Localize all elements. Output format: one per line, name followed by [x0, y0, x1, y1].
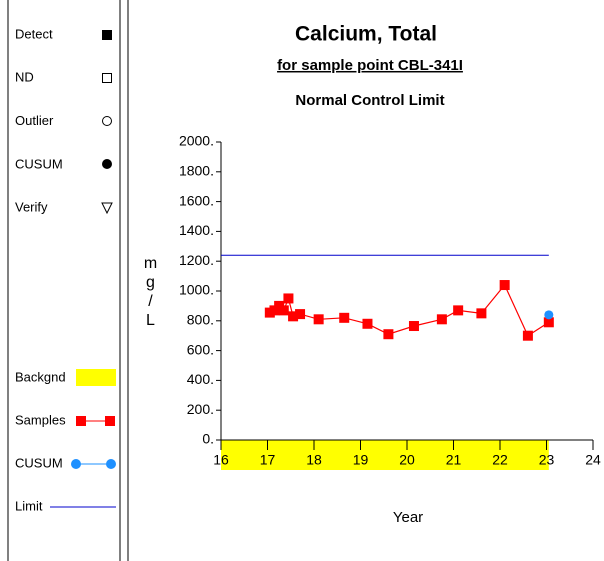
y-tick-label: 600.: [187, 341, 214, 357]
x-tick-label: 22: [492, 452, 508, 468]
chart-title: Calcium, Total: [295, 23, 437, 46]
verify-symbol: [101, 202, 113, 215]
sample-point: [278, 305, 289, 316]
sample-point: [408, 321, 419, 332]
cusum-swatch: [106, 459, 116, 469]
x-tick-label: 18: [306, 452, 322, 468]
background-band: [221, 440, 549, 470]
y-tick-label: 1200.: [179, 252, 214, 268]
sample-point: [362, 318, 373, 329]
samples-swatch: [105, 416, 115, 426]
y-tick-label: 1800.: [179, 163, 214, 179]
y-tick-label: 2000.: [179, 133, 214, 149]
samples-swatch: [76, 416, 86, 426]
x-tick-label: 21: [446, 452, 462, 468]
nd-symbol: [102, 73, 112, 83]
sample-point: [313, 314, 324, 325]
legend-label: CUSUM: [15, 156, 63, 171]
y-tick-label: 1000.: [179, 282, 214, 298]
sample-point: [295, 309, 306, 320]
chart-subtitle: for sample point CBL-341I: [277, 57, 463, 74]
legend-label: Verify: [15, 200, 48, 215]
y-tick-label: 800.: [187, 312, 214, 328]
legend-label: Samples: [15, 412, 66, 427]
x-axis-label: Year: [393, 509, 423, 526]
y-tick-label: 1600.: [179, 192, 214, 208]
legend-label: CUSUM: [15, 455, 63, 470]
x-tick-label: 19: [353, 452, 369, 468]
sample-point: [543, 317, 554, 328]
detect-symbol: [102, 30, 112, 40]
cusum-point: [544, 310, 554, 320]
sample-point: [288, 311, 299, 322]
legend-label: Limit: [15, 498, 43, 513]
sample-point: [476, 308, 487, 319]
x-tick-label: 20: [399, 452, 415, 468]
legend-label: Backgnd: [15, 369, 66, 384]
legend-label: Outlier: [15, 113, 54, 128]
sample-point: [283, 293, 294, 304]
cusum-swatch: [71, 459, 81, 469]
sample-point: [499, 280, 510, 291]
x-tick-label: 23: [539, 452, 555, 468]
x-tick-label: 16: [213, 452, 229, 468]
outlier-symbol: [102, 116, 112, 126]
sample-point: [339, 312, 350, 323]
y-tick-label: 1400.: [179, 222, 214, 238]
limit-title: Normal Control Limit: [295, 92, 444, 109]
sample-point: [453, 305, 464, 316]
y-tick-label: 400.: [187, 371, 214, 387]
backgnd-swatch: [76, 369, 116, 386]
cusum-symbol: [102, 159, 112, 169]
y-axis-label: mg/L: [142, 255, 159, 331]
legend-label: ND: [15, 70, 34, 85]
sample-point: [522, 330, 533, 341]
sample-point: [383, 329, 394, 340]
sample-point: [436, 314, 447, 325]
x-tick-label: 17: [260, 452, 276, 468]
legend-label: Detect: [15, 26, 53, 41]
y-tick-label: 200.: [187, 401, 214, 417]
x-tick-label: 24: [585, 452, 601, 468]
y-tick-label: 0.: [202, 431, 214, 447]
